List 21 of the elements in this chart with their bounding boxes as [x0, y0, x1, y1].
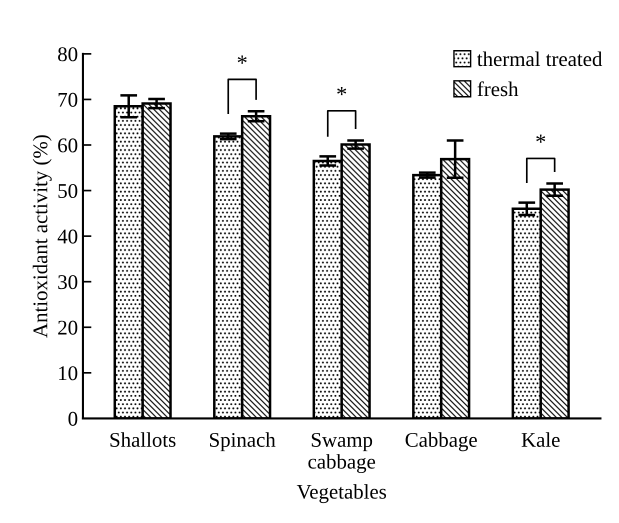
x-tick-label: Cabbage [406, 432, 477, 452]
x-tick-label: Spinach [210, 432, 276, 452]
x-tick-label: Shallots [110, 432, 176, 447]
x-tick-label: Swamp cabbage [308, 432, 376, 474]
annotation: * [238, 56, 247, 64]
y-tick-label: 80 [58, 47, 78, 62]
legend-label: thermal treated [477, 52, 602, 66]
y-tick-label: 0 [68, 412, 78, 426]
y-tick-label: 20 [58, 320, 78, 335]
y-tick-label: 60 [58, 138, 78, 152]
y-axis-title: Antioxidant activity (%) [32, 135, 52, 338]
y-tick-label: 40 [58, 230, 78, 244]
y-tick-label: 10 [59, 366, 78, 380]
legend-label: fresh [478, 81, 518, 96]
y-tick-label: 70 [58, 92, 78, 107]
y-tick-label: 50 [58, 184, 78, 198]
x-axis-title: Vegetables [296, 484, 386, 504]
x-tick-label: Kale [522, 432, 560, 447]
annotation: * [536, 134, 546, 143]
y-tick-label: 30 [58, 275, 78, 290]
annotation: * [337, 86, 346, 96]
